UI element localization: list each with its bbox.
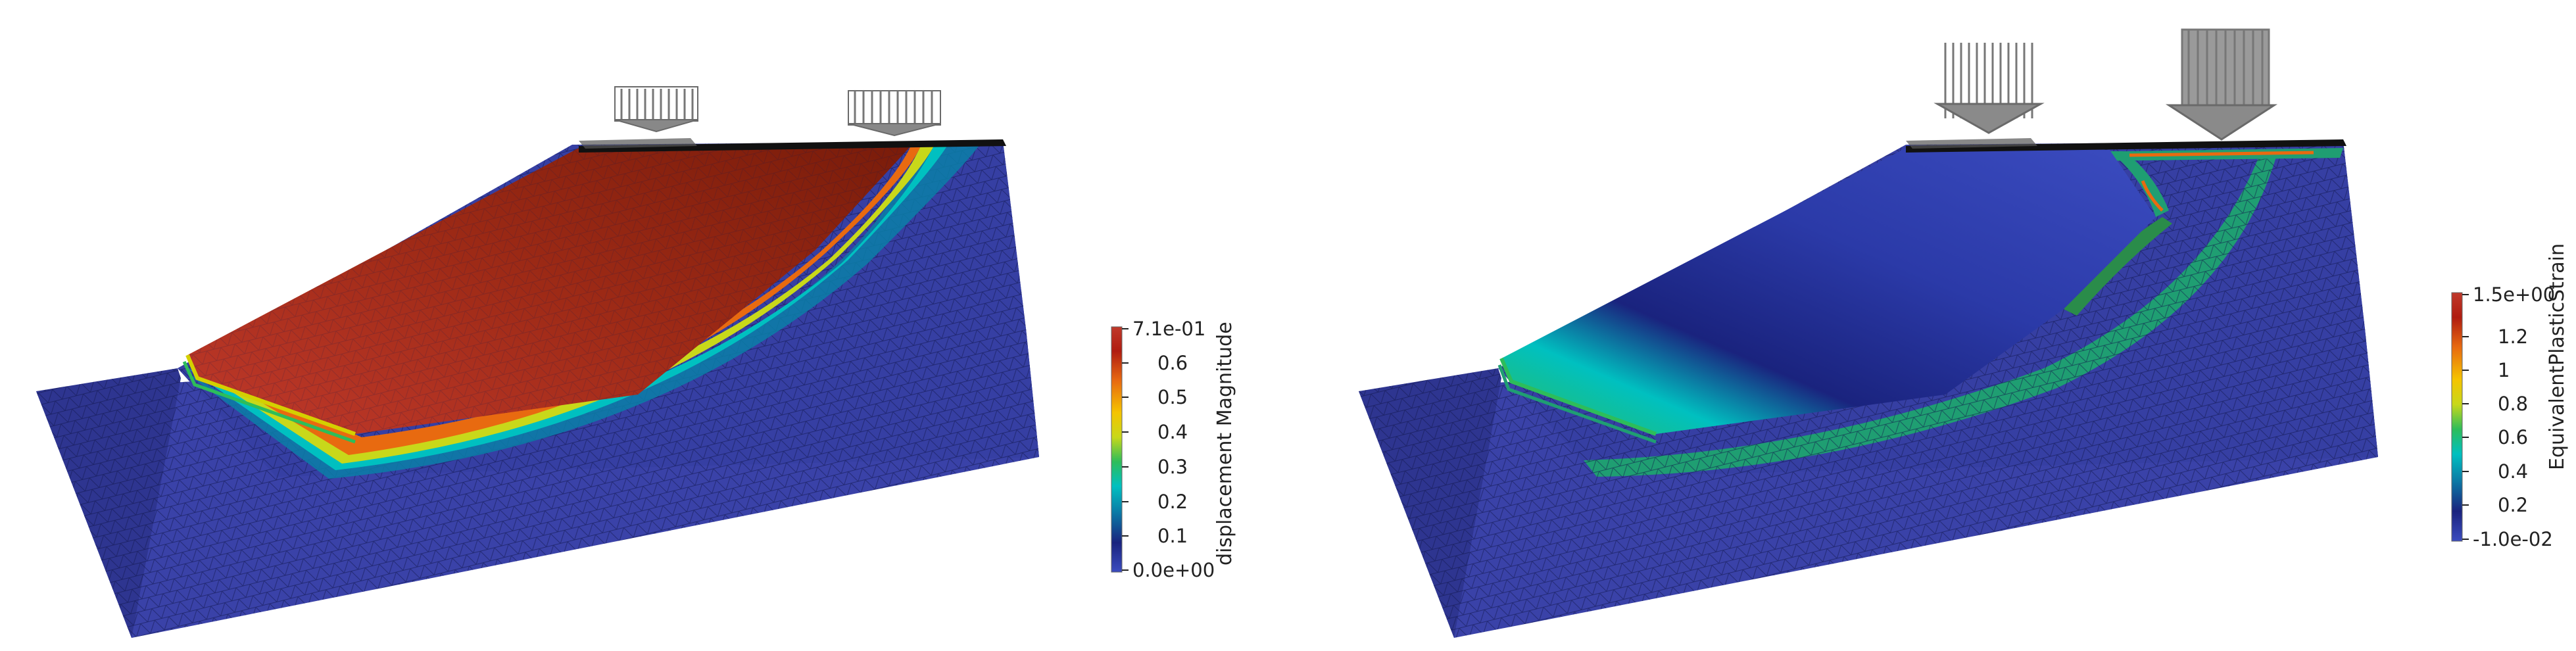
load-arrows-left	[614, 86, 698, 133]
displacement-viewport[interactable]: 7.1e-01 0.6 0.5 0.4 0.3 0.2 0.1 0.0e+00 …	[0, 0, 1288, 651]
colorbar-min-label: -1.0e-02	[2473, 528, 2553, 550]
colorbar-tick-label: 0.4	[2498, 460, 2528, 483]
colorbar-tick-label: 0.6	[2498, 426, 2528, 448]
colorbar-tick-label: 0.5	[1157, 386, 1188, 408]
colorbar-title: displacement Magnitude	[1213, 322, 1236, 566]
colorbar-plastic-strain: 1.5e+00 1.2 1 0.8 0.6 0.4 0.2 -1.0e-02 E…	[2451, 243, 2569, 550]
load-arrows-left	[1933, 43, 2045, 134]
plastic-strain-render: 1.5e+00 1.2 1 0.8 0.6 0.4 0.2 -1.0e-02 E…	[1359, 28, 2569, 638]
colorbar-tick-label: 1.2	[2498, 326, 2528, 348]
load-arrows-right	[848, 90, 941, 137]
colorbar-tick-label: 0.2	[1157, 491, 1188, 513]
colorbar-tick-label: 0.3	[1157, 456, 1188, 478]
colorbar-tick-label: 1	[2498, 359, 2510, 381]
colorbar-tick-label: 0.6	[1157, 352, 1188, 374]
colorbar-min-label: 0.0e+00	[1132, 559, 1215, 581]
colorbar-displacement: 7.1e-01 0.6 0.5 0.4 0.3 0.2 0.1 0.0e+00 …	[1111, 318, 1236, 581]
colorbar-max-label: 7.1e-01	[1132, 318, 1205, 340]
plastic-strain-viewport[interactable]: 1.5e+00 1.2 1 0.8 0.6 0.4 0.2 -1.0e-02 E…	[1288, 0, 2576, 651]
colorbar-tick-label: 0.1	[1157, 525, 1188, 547]
colorbar-title: EquivalentPlasticStrain	[2546, 243, 2569, 470]
slope-surface	[1501, 148, 2156, 434]
colorbar-tick-label: 0.4	[1157, 421, 1188, 443]
colorbar-max-label: 1.5e+00	[2473, 283, 2555, 306]
colorbar-tick-label: 0.8	[2498, 393, 2528, 415]
load-arrows-right	[2165, 28, 2278, 141]
colorbar-tick-label: 0.2	[2498, 494, 2528, 516]
displacement-render: 7.1e-01 0.6 0.5 0.4 0.3 0.2 0.1 0.0e+00 …	[36, 86, 1236, 638]
